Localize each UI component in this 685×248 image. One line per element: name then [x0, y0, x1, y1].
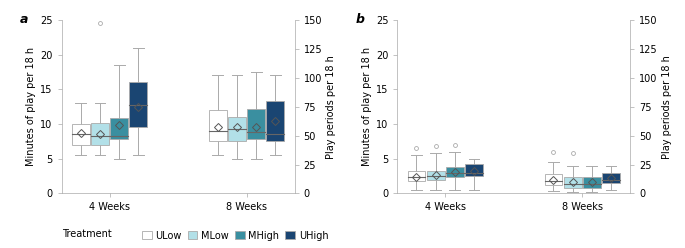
Bar	[72, 124, 90, 145]
Bar	[247, 109, 265, 139]
Bar	[602, 173, 620, 183]
Text: a: a	[20, 13, 28, 26]
Bar	[427, 171, 445, 180]
Bar	[228, 117, 246, 141]
Bar	[91, 123, 109, 145]
Bar	[110, 119, 128, 139]
Y-axis label: Play periods per 18 h: Play periods per 18 h	[662, 55, 672, 158]
Bar	[465, 164, 483, 176]
Bar	[545, 174, 562, 185]
Bar	[129, 82, 147, 127]
Bar	[209, 110, 227, 141]
Legend: ULow, MLow, MHigh, UHigh: ULow, MLow, MHigh, UHigh	[142, 231, 329, 241]
Bar	[266, 101, 284, 141]
Text: b: b	[356, 13, 364, 26]
Y-axis label: Minutes of play per 18 h: Minutes of play per 18 h	[26, 47, 36, 166]
Bar	[564, 178, 582, 188]
Bar	[408, 171, 425, 181]
Bar	[446, 167, 464, 178]
Text: Treatment: Treatment	[62, 229, 112, 239]
Y-axis label: Play periods per 18 h: Play periods per 18 h	[326, 55, 336, 158]
Y-axis label: Minutes of play per 18 h: Minutes of play per 18 h	[362, 47, 371, 166]
Bar	[583, 178, 601, 188]
